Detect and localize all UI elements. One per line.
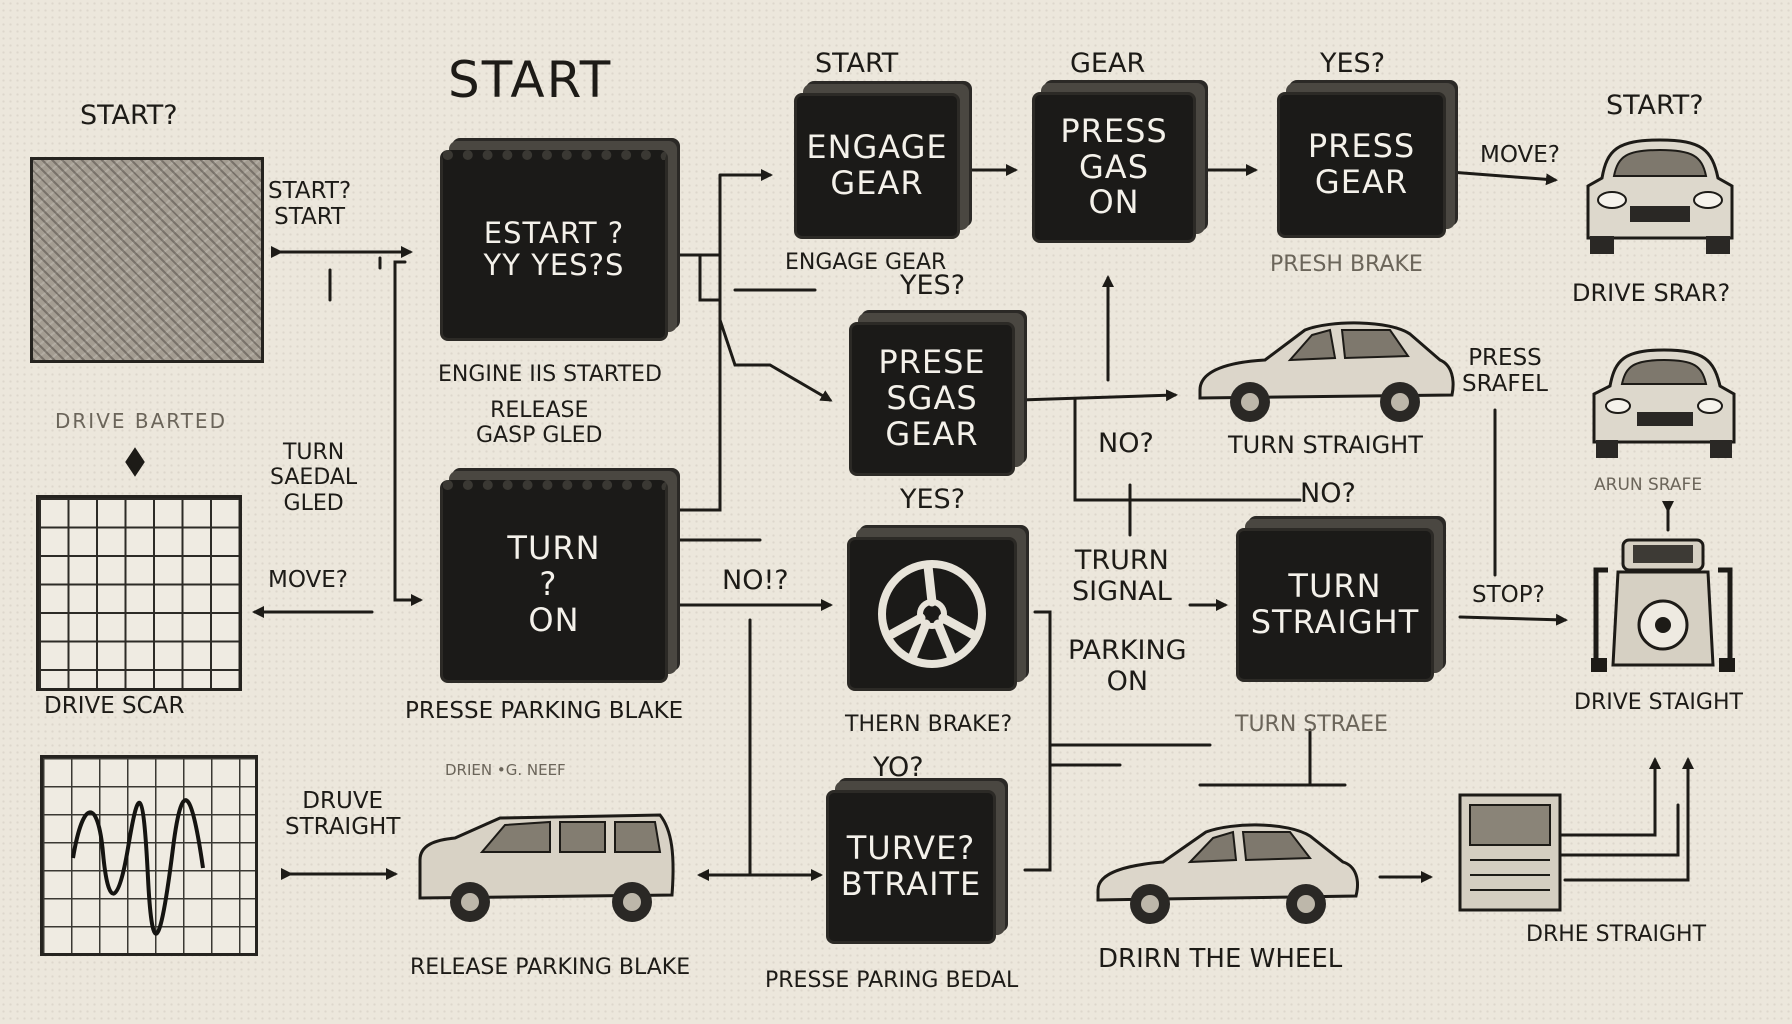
box-start-yes-text: ESTART ? YY YES?S: [483, 215, 625, 282]
box-press-gear: PRESS GEAR: [1277, 92, 1446, 238]
box-engage-gear: ENGAGE GEAR: [794, 93, 960, 239]
label-thern-brake: THERN BRAKE?: [845, 712, 1013, 737]
label-drive-barted: DRIVE BARTED: [55, 409, 227, 433]
vending-machine-icon: [1458, 793, 1562, 912]
box-turn-on: TURN ? ON: [440, 480, 668, 683]
car-icon: [1096, 823, 1359, 924]
label-engage-gear: ENGAGE GEAR: [785, 250, 947, 275]
car-icon: [1586, 138, 1734, 254]
box-engage-gear-text: ENGAGE GEAR: [806, 128, 948, 202]
label-yes-mid: YES?: [900, 270, 966, 301]
box-prese-sgas-gear-text: PRESE SGAS GEAR: [878, 343, 986, 453]
label-release-gas: RELEASE GASP GLED: [476, 398, 603, 449]
label-presse-parking: PRESSE PARKING BLAKE: [405, 698, 684, 724]
label-drhe-straight: DRHE STRAIGHT: [1526, 922, 1707, 947]
car-icon: [1592, 348, 1736, 458]
grid-panel: [36, 495, 242, 691]
box-turve-btraite: TURVE? BTRAITE: [826, 790, 996, 944]
label-presh-brake: PRESH BRAKE: [1270, 252, 1423, 277]
label-scribble: DRIEN •G. NEEF: [445, 761, 566, 779]
label-gear-top: GEAR: [1070, 48, 1146, 79]
label-arun-srafe: ARUN SRAFE: [1594, 475, 1703, 495]
waveform-panel: [40, 755, 258, 956]
label-drive-staight: DRIVE STAIGHT: [1574, 690, 1743, 715]
label-start-right: START?: [1606, 90, 1704, 121]
box-turve-btraite-text: TURVE? BTRAITE: [840, 829, 982, 903]
label-move-right: MOVE?: [1480, 142, 1561, 168]
waveform-icon: [71, 798, 205, 936]
box-turn-on-text: TURN ? ON: [507, 529, 601, 639]
label-yes-low: YES?: [900, 484, 966, 515]
textured-panel: [30, 157, 264, 363]
label-yes-top: YES?: [1320, 48, 1386, 79]
box-press-gas-on: PRESS GAS ON: [1032, 92, 1196, 243]
box-start-yes: ESTART ? YY YES?S: [440, 150, 668, 341]
label-move-left: MOVE?: [268, 567, 349, 593]
label-start-question: START?: [80, 100, 178, 131]
label-drive-srar: DRIVE SRAR?: [1572, 279, 1731, 307]
label-parking-on: PARKING ON: [1068, 635, 1187, 698]
box-press-gas-on-text: PRESS GAS ON: [1060, 111, 1168, 222]
car-icon: [418, 813, 675, 922]
label-no-right: NO?: [1300, 478, 1356, 509]
label-turn-straight-caption: TURN STRAIGHT: [1228, 431, 1423, 459]
label-drive-straight-left: DRUVE STRAIGHT: [285, 788, 401, 841]
car-icon: [1198, 321, 1455, 422]
label-release-parking: RELEASE PARKING BLAKE: [410, 955, 691, 980]
label-no-left: NO!?: [722, 565, 789, 596]
box-prese-sgas-gear: PRESE SGAS GEAR: [849, 322, 1015, 476]
label-trurn-signal: TRURN SIGNAL: [1072, 545, 1172, 608]
label-no-mid: NO?: [1098, 428, 1154, 459]
box-turn-straight-text: TURN STRAIGHT: [1250, 567, 1420, 641]
label-yo: YO?: [873, 752, 924, 783]
label-drirn-wheel: DRIRN THE WHEEL: [1098, 944, 1343, 974]
label-drive-scar: DRIVE SCAR: [44, 693, 185, 719]
page-title: START: [448, 51, 613, 109]
box-turn-straight: TURN STRAIGHT: [1236, 528, 1434, 682]
label-start-mid: START: [815, 48, 899, 79]
label-turn-straee: TURN STRAEE: [1235, 712, 1388, 737]
label-turn-sedal: TURN SAEDAL GLED: [270, 440, 358, 516]
box-press-gear-text: PRESS GEAR: [1307, 127, 1416, 201]
box-steering-wheel: [847, 537, 1017, 691]
label-presse-paring: PRESSE PARING BEDAL: [765, 968, 1019, 993]
label-start-start: START? START: [268, 178, 352, 231]
label-stop: STOP?: [1472, 582, 1545, 608]
steering-wheel-icon: [878, 560, 986, 668]
label-press-srafel: PRESS SRAFEL: [1462, 345, 1548, 398]
robot-icon: [1591, 538, 1735, 672]
label-engine-started: ENGINE IIS STARTED: [438, 362, 662, 387]
